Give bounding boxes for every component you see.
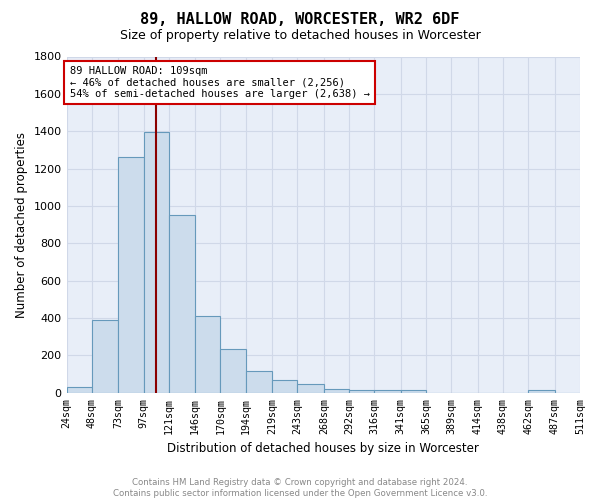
Text: 89, HALLOW ROAD, WORCESTER, WR2 6DF: 89, HALLOW ROAD, WORCESTER, WR2 6DF bbox=[140, 12, 460, 28]
Y-axis label: Number of detached properties: Number of detached properties bbox=[15, 132, 28, 318]
Text: 89 HALLOW ROAD: 109sqm
← 46% of detached houses are smaller (2,256)
54% of semi-: 89 HALLOW ROAD: 109sqm ← 46% of detached… bbox=[70, 66, 370, 99]
Bar bbox=[118, 158, 143, 393]
Bar bbox=[374, 390, 401, 393]
Bar bbox=[349, 390, 374, 393]
Bar bbox=[92, 320, 118, 393]
Bar bbox=[324, 389, 349, 393]
Bar bbox=[143, 132, 169, 393]
Bar bbox=[529, 390, 554, 393]
Text: Contains HM Land Registry data © Crown copyright and database right 2024.
Contai: Contains HM Land Registry data © Crown c… bbox=[113, 478, 487, 498]
Bar bbox=[298, 384, 324, 393]
Bar bbox=[67, 387, 92, 393]
Bar bbox=[401, 390, 426, 393]
Bar bbox=[246, 372, 272, 393]
Bar bbox=[169, 216, 195, 393]
X-axis label: Distribution of detached houses by size in Worcester: Distribution of detached houses by size … bbox=[167, 442, 479, 455]
Bar bbox=[195, 316, 220, 393]
Bar bbox=[272, 380, 298, 393]
Bar bbox=[220, 349, 246, 393]
Text: Size of property relative to detached houses in Worcester: Size of property relative to detached ho… bbox=[119, 29, 481, 42]
